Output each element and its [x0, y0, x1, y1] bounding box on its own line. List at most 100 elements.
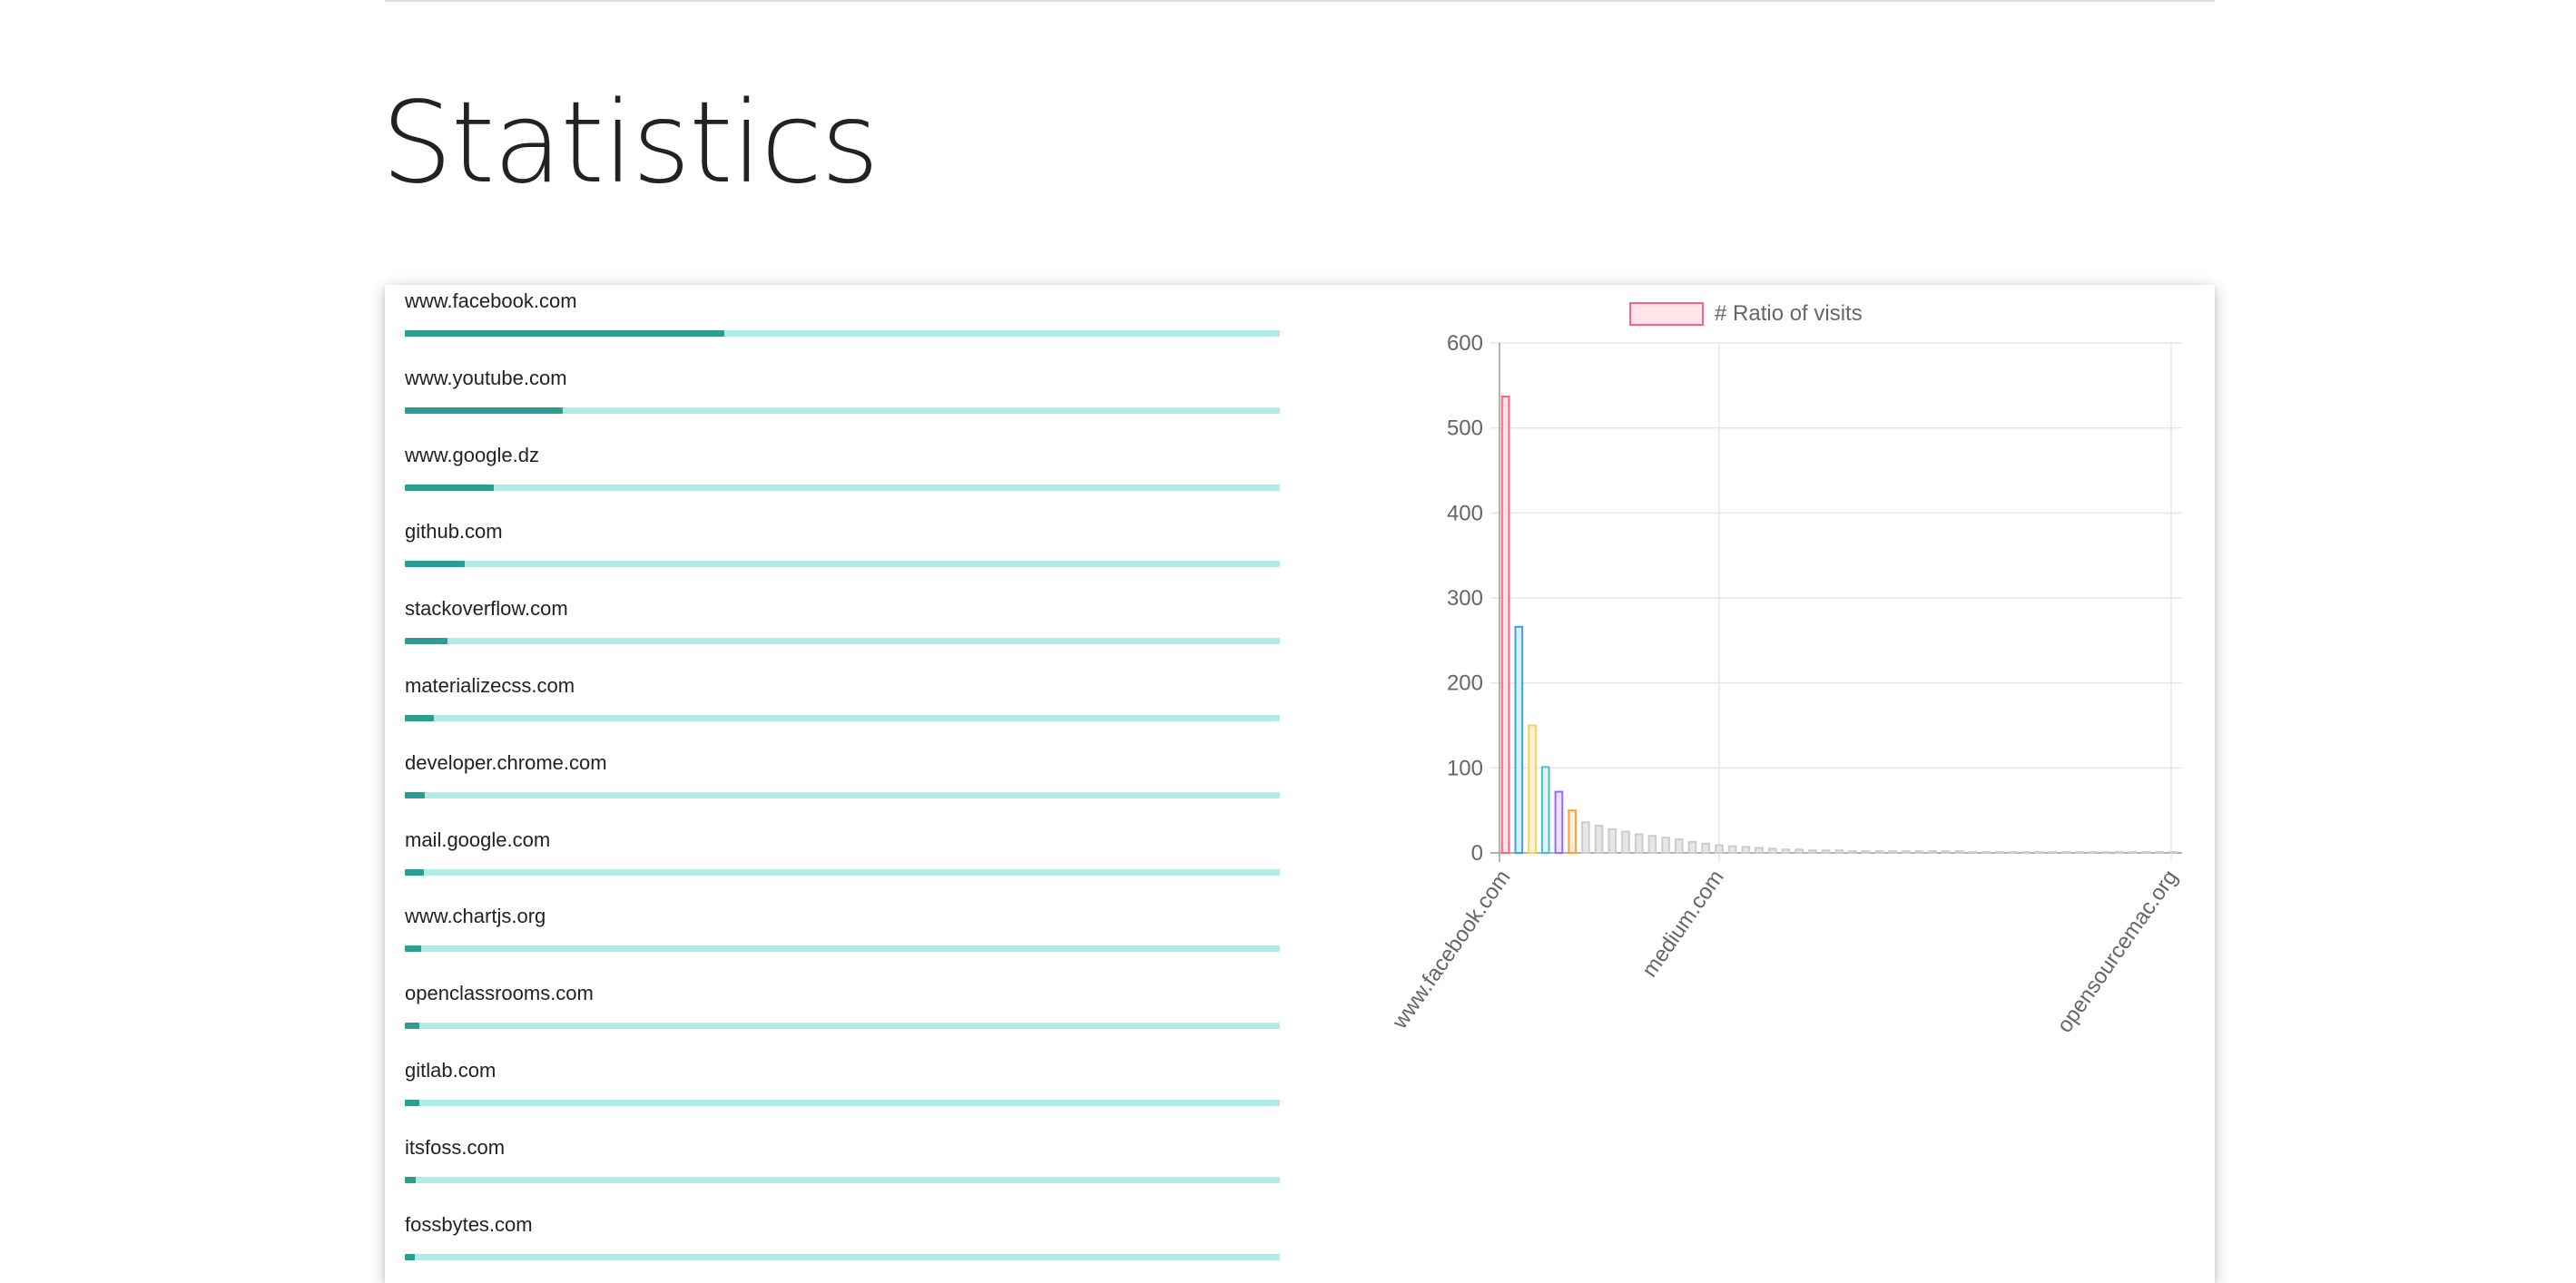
chart-bar[interactable]: [1634, 833, 1644, 854]
chart-bar[interactable]: [1715, 844, 1724, 855]
progress-fill: [405, 561, 465, 568]
progress-track: [405, 868, 1280, 876]
chart-bar[interactable]: [1647, 835, 1657, 854]
chart-bar[interactable]: [1834, 849, 1844, 855]
list-item: developer.chrome.com: [405, 750, 1280, 827]
chart-bar[interactable]: [1767, 847, 1777, 854]
visits-bar-chart: # Ratio of visits 0 100 200 300 400 500 600 ww…: [1387, 301, 2182, 1037]
chart-bar[interactable]: [1540, 766, 1550, 854]
list-item: www.chartjs.org: [405, 904, 1280, 980]
progress-track: [405, 484, 1280, 491]
chart-bar[interactable]: [2141, 851, 2151, 855]
chart-bar[interactable]: [1661, 837, 1670, 855]
chart-bar[interactable]: [1500, 396, 1510, 854]
chart-bar[interactable]: [2061, 851, 2071, 855]
top-divider: [385, 0, 2215, 2]
list-item: fossbytes.com: [405, 1212, 1280, 1283]
progress-fill: [405, 791, 426, 798]
list-item: www.youtube.com: [405, 366, 1280, 442]
chart-bars: [1500, 396, 2178, 855]
chart-bar[interactable]: [1741, 846, 1751, 855]
site-name: www.youtube.com: [405, 366, 567, 389]
y-tick-label: 100: [1447, 756, 1483, 780]
chart-bar[interactable]: [1554, 790, 1564, 854]
progress-track: [405, 1100, 1280, 1106]
progress-fill: [405, 1100, 420, 1106]
chart-bar[interactable]: [1608, 828, 1617, 854]
chart-bar[interactable]: [1928, 850, 1938, 854]
chart-bar[interactable]: [1942, 850, 1951, 854]
progress-track: [405, 561, 1280, 568]
progress-track: [405, 715, 1280, 721]
chart-bar[interactable]: [2048, 851, 2058, 855]
chart-bar[interactable]: [1888, 850, 1897, 854]
chart-bar[interactable]: [1821, 849, 1831, 855]
chart-bar[interactable]: [2115, 851, 2124, 855]
list-item: itsfoss.com: [405, 1135, 1280, 1211]
chart-bar[interactable]: [1701, 842, 1711, 854]
chart-legend[interactable]: # Ratio of visits: [1629, 301, 1863, 326]
chart-y-axis: 0 100 200 300 400 500 600: [1447, 331, 1483, 866]
chart-bar[interactable]: [1994, 851, 2004, 855]
chart-bar[interactable]: [1581, 821, 1590, 855]
chart-bar[interactable]: [2021, 851, 2030, 855]
chart-bar[interactable]: [1568, 809, 1577, 855]
chart-bar[interactable]: [2101, 851, 2111, 855]
chart-bar[interactable]: [1528, 724, 1537, 854]
chart-bar[interactable]: [1781, 848, 1791, 855]
chart-bar[interactable]: [1621, 830, 1630, 854]
progress-fill: [405, 330, 724, 337]
chart-bar[interactable]: [1514, 625, 1524, 855]
progress-fill: [405, 484, 495, 491]
progress-fill: [405, 1253, 415, 1260]
site-name: www.chartjs.org: [405, 905, 546, 928]
y-tick-label: 200: [1447, 671, 1483, 696]
chart-bar[interactable]: [1755, 847, 1764, 855]
chart-bar[interactable]: [1848, 850, 1857, 854]
chart-bar[interactable]: [1874, 850, 1884, 854]
progress-fill: [405, 715, 434, 721]
y-tick-label: 0: [1471, 841, 1483, 866]
chart-bar[interactable]: [1727, 845, 1737, 854]
site-name: fossbytes.com: [405, 1212, 533, 1236]
y-tick-label: 600: [1447, 331, 1483, 356]
chart-bar[interactable]: [2088, 851, 2098, 855]
list-item: www.facebook.com: [405, 289, 1280, 365]
chart-bar[interactable]: [2075, 851, 2084, 855]
chart-bar[interactable]: [1954, 850, 1964, 854]
chart-bar[interactable]: [1968, 851, 1978, 855]
list-item: gitlab.com: [405, 1058, 1280, 1134]
progress-fill: [405, 1176, 416, 1183]
chart-bar[interactable]: [1901, 850, 1911, 854]
statistics-card: www.facebook.com www.youtube.com www.googl…: [385, 285, 2215, 1283]
chart-bar[interactable]: [2155, 851, 2165, 855]
progress-fill: [405, 868, 425, 876]
list-item: github.com: [405, 519, 1280, 595]
site-name: stackoverflow.com: [405, 597, 568, 621]
chart-bar[interactable]: [2168, 851, 2178, 855]
chart-bar[interactable]: [2128, 851, 2138, 855]
site-name: materializecss.com: [405, 674, 575, 697]
site-name: gitlab.com: [405, 1059, 497, 1082]
list-item: www.google.dz: [405, 443, 1280, 519]
chart-bar[interactable]: [1861, 850, 1871, 854]
x-tick-label: www.facebook.com: [1387, 866, 1515, 1034]
progress-track: [405, 638, 1280, 645]
chart-bar[interactable]: [1794, 848, 1804, 855]
chart-bar[interactable]: [2008, 851, 2018, 855]
progress-track: [405, 406, 1280, 414]
chart-bar[interactable]: [1981, 851, 1991, 855]
x-tick-label: opensourcemac.org: [2052, 866, 2182, 1037]
site-name: github.com: [405, 520, 503, 544]
site-name: www.facebook.com: [405, 289, 577, 312]
chart-bar[interactable]: [1594, 825, 1604, 855]
chart-bar[interactable]: [1914, 850, 1924, 854]
legend-swatch: [1629, 302, 1704, 326]
chart-bar[interactable]: [1808, 849, 1817, 855]
chart-bar[interactable]: [1674, 838, 1684, 854]
chart-bar[interactable]: [1687, 840, 1697, 854]
chart-bar[interactable]: [2035, 851, 2044, 855]
y-tick-label: 400: [1447, 501, 1483, 525]
progress-fill: [405, 638, 448, 645]
list-item: openclassrooms.com: [405, 981, 1280, 1057]
